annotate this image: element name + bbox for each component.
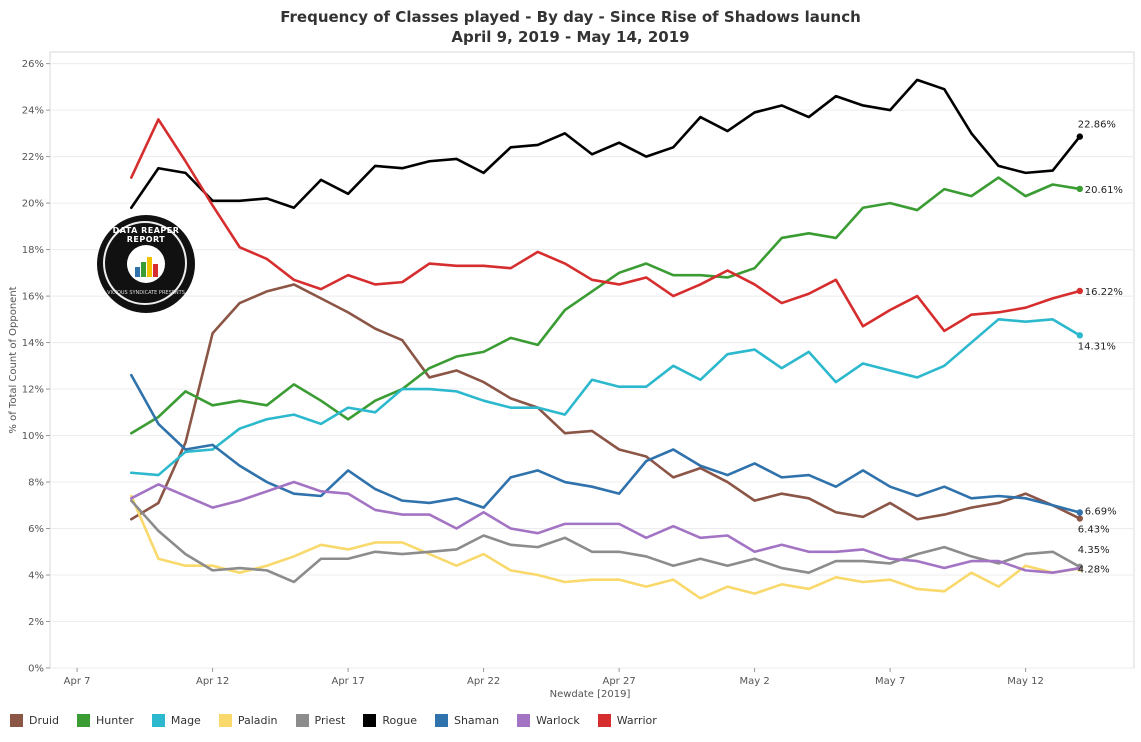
- logo-ring: [103, 221, 187, 305]
- x-tick-label: May 2: [739, 676, 769, 687]
- y-axis-ticks: 0% 2% 4% 6% 8% 10% 12% 14% 16% 18% 20% 22% 24% 26%: [22, 59, 50, 675]
- legend-item-hunter[interactable]: Hunter: [77, 714, 134, 727]
- legend-item-priest[interactable]: Priest: [295, 714, 346, 727]
- x-tick-label: Apr 17: [331, 676, 364, 687]
- end-label-warrior: 16.22%: [1085, 287, 1123, 298]
- series-line-warlock: [130, 480, 1082, 574]
- legend-item-shaman[interactable]: Shaman: [434, 714, 500, 727]
- y-tick-label: 12%: [22, 385, 44, 396]
- end-label-priest: 4.35%: [1078, 545, 1110, 556]
- end-point-rogue: [1076, 133, 1084, 140]
- series-line-paladin: [130, 494, 1082, 600]
- legend-label: Hunter: [96, 714, 134, 727]
- legend: Druid Hunter Mage Paladin Priest Rogue Shaman W…: [10, 714, 675, 727]
- legend-label: Paladin: [237, 714, 278, 727]
- y-tick-label: 22%: [22, 152, 44, 163]
- y-tick-label: 6%: [28, 524, 44, 535]
- chart-title: Frequency of Classes played - By day - S…: [280, 8, 861, 26]
- end-label-shaman: 6.69%: [1085, 506, 1117, 517]
- legend-label: Mage: [170, 714, 201, 727]
- y-axis-label: % of Total Count of Opponent: [8, 286, 19, 433]
- y-tick-label: 18%: [22, 245, 44, 256]
- legend-item-mage[interactable]: Mage: [151, 714, 201, 727]
- y-tick-label: 0%: [28, 664, 44, 675]
- legend-item-warrior[interactable]: Warrior: [597, 714, 657, 727]
- legend-swatch: [517, 714, 531, 727]
- legend-label: Warrior: [616, 714, 657, 727]
- logo-subtext: VICIOUS SYNDICATE PRESENTS: [107, 290, 185, 296]
- end-label-mage: 14.31%: [1078, 341, 1116, 352]
- end-label-paladin: 4.28%: [1078, 565, 1110, 576]
- line-chart: 0% 2% 4% 6% 8% 10% 12% 14% 16% 18% 20% 22% 24% 26% Ap…: [8, 51, 1135, 700]
- y-tick-label: 14%: [22, 338, 44, 349]
- end-point-shaman: [1076, 509, 1084, 516]
- series-line-rogue: [130, 78, 1082, 210]
- end-point-hunter: [1076, 185, 1084, 193]
- x-tick-label: May 12: [1007, 676, 1044, 687]
- x-tick-label: Apr 7: [64, 676, 91, 687]
- logo-bar-icon: [141, 262, 146, 277]
- legend-swatch: [10, 714, 23, 727]
- logo-center: [127, 245, 165, 283]
- x-tick-label: Apr 27: [602, 676, 635, 687]
- logo-bar-icon: [135, 267, 140, 277]
- y-tick-label: 16%: [22, 292, 44, 303]
- end-point-druid: [1076, 515, 1084, 522]
- series-line-shaman: [130, 373, 1082, 514]
- legend-swatch: [363, 714, 377, 727]
- legend-swatch: [434, 714, 448, 727]
- y-tick-label: 4%: [28, 571, 44, 582]
- y-tick-label: 20%: [22, 199, 44, 210]
- plot-frame: [49, 51, 1135, 669]
- logo-text: DATA REAPER REPORT: [112, 226, 180, 244]
- legend-swatch: [151, 714, 165, 727]
- legend-label: Rogue: [382, 714, 417, 727]
- legend-label: Druid: [29, 714, 60, 727]
- legend-item-rogue[interactable]: Rogue: [363, 714, 417, 727]
- series-line-priest: [130, 499, 1082, 584]
- legend-item-paladin[interactable]: Paladin: [218, 714, 278, 727]
- end-label-hunter: 20.61%: [1085, 185, 1123, 196]
- x-axis-ticks: Apr 7 Apr 12 Apr 17 Apr 22 Apr 27 May 2 May 7 M…: [64, 668, 1044, 687]
- end-point-mage: [1076, 332, 1084, 339]
- y-tick-label: 26%: [22, 59, 44, 70]
- x-tick-label: Apr 12: [196, 676, 229, 687]
- legend-label: Shaman: [453, 714, 500, 727]
- legend-swatch: [295, 714, 309, 727]
- series-line-warrior: [130, 118, 1082, 333]
- legend-swatch: [77, 714, 91, 727]
- x-tick-label: Apr 22: [467, 676, 500, 687]
- legend-label: Warlock: [536, 714, 580, 727]
- legend-swatch: [597, 714, 611, 727]
- legend-label: Priest: [314, 714, 346, 727]
- series-line-druid: [130, 283, 1082, 521]
- legend-item-druid[interactable]: Druid: [10, 714, 59, 727]
- series-line-mage: [130, 318, 1082, 477]
- x-tick-label: May 7: [875, 676, 905, 687]
- logo-bar-icon: [147, 257, 152, 277]
- end-label-druid: 6.43%: [1078, 525, 1110, 536]
- series-lines: [130, 78, 1084, 600]
- y-tick-label: 8%: [28, 478, 44, 489]
- y-tick-label: 24%: [22, 106, 44, 117]
- end-label-rogue: 22.86%: [1078, 120, 1116, 131]
- y-tick-label: 2%: [28, 617, 44, 628]
- legend-swatch: [218, 714, 232, 727]
- logo-bar-icon: [153, 264, 158, 277]
- x-axis-label: Newdate [2019]: [550, 689, 631, 700]
- series-line-hunter: [130, 176, 1082, 435]
- y-tick-label: 10%: [22, 431, 44, 442]
- end-labels: 6.43% 20.61% 14.31% 4.28% 4.35% 22.86% 6.69% 16…: [1078, 120, 1123, 576]
- chart-subtitle: April 9, 2019 - May 14, 2019: [451, 28, 690, 46]
- end-point-warrior: [1076, 287, 1084, 295]
- gridlines: [49, 51, 1135, 669]
- legend-item-warlock[interactable]: Warlock: [517, 714, 580, 727]
- data-reaper-report-logo: DATA REAPER REPORT VICIOUS SYNDICATE PRE…: [97, 215, 195, 313]
